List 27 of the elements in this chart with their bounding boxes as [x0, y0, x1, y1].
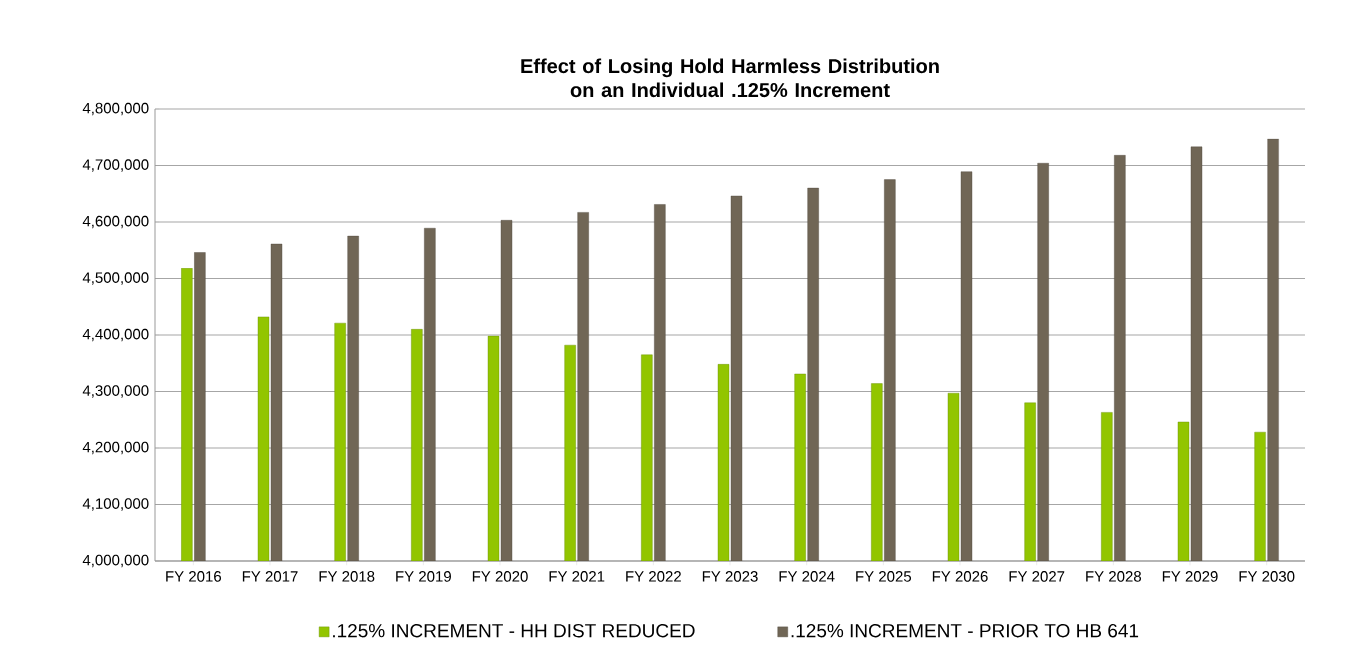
y-tick-label: 4,600,000 [82, 215, 149, 229]
y-tick-label: 4,200,000 [82, 441, 149, 455]
y-tick-label: 4,800,000 [82, 102, 149, 116]
x-tick-label: FY 2029 [1162, 571, 1218, 582]
x-tick-label: FY 2025 [856, 571, 912, 582]
legend-label: .125% INCREMENT - HH DIST REDUCED [333, 623, 695, 638]
x-tick-label: FY 2016 [166, 571, 222, 582]
x-tick-label: FY 2027 [1009, 571, 1065, 582]
x-tick-label: FY 2030 [1239, 571, 1295, 582]
x-tick-label: FY 2026 [932, 571, 988, 582]
y-tick-label: 4,400,000 [82, 328, 149, 342]
y-tick-label: 4,100,000 [82, 498, 149, 511]
chart-title: Effect of Losing Hold Harmless Distribution on an Individual .125% Increment [521, 58, 939, 98]
y-tick-label: 4,700,000 [82, 159, 149, 172]
y-tick-label: 4,300,000 [82, 385, 149, 398]
x-tick-label: FY 2019 [396, 571, 451, 582]
x-tick-label: FY 2021 [549, 571, 605, 582]
legend-label: .125% INCREMENT - PRIOR TO HB 641 [791, 623, 1139, 638]
x-tick-label: FY 2018 [319, 571, 375, 582]
x-tick-label: FY 2017 [242, 571, 298, 582]
x-tick-label: FY 2028 [1086, 571, 1142, 582]
x-tick-label: FY 2022 [626, 571, 681, 582]
x-tick-label: FY 2023 [702, 571, 758, 582]
x-tick-label: FY 2020 [472, 571, 528, 582]
y-tick-label: 4,500,000 [82, 272, 149, 285]
y-tick-label: 4,000,000 [82, 554, 149, 568]
x-tick-label: FY 2024 [779, 571, 835, 582]
